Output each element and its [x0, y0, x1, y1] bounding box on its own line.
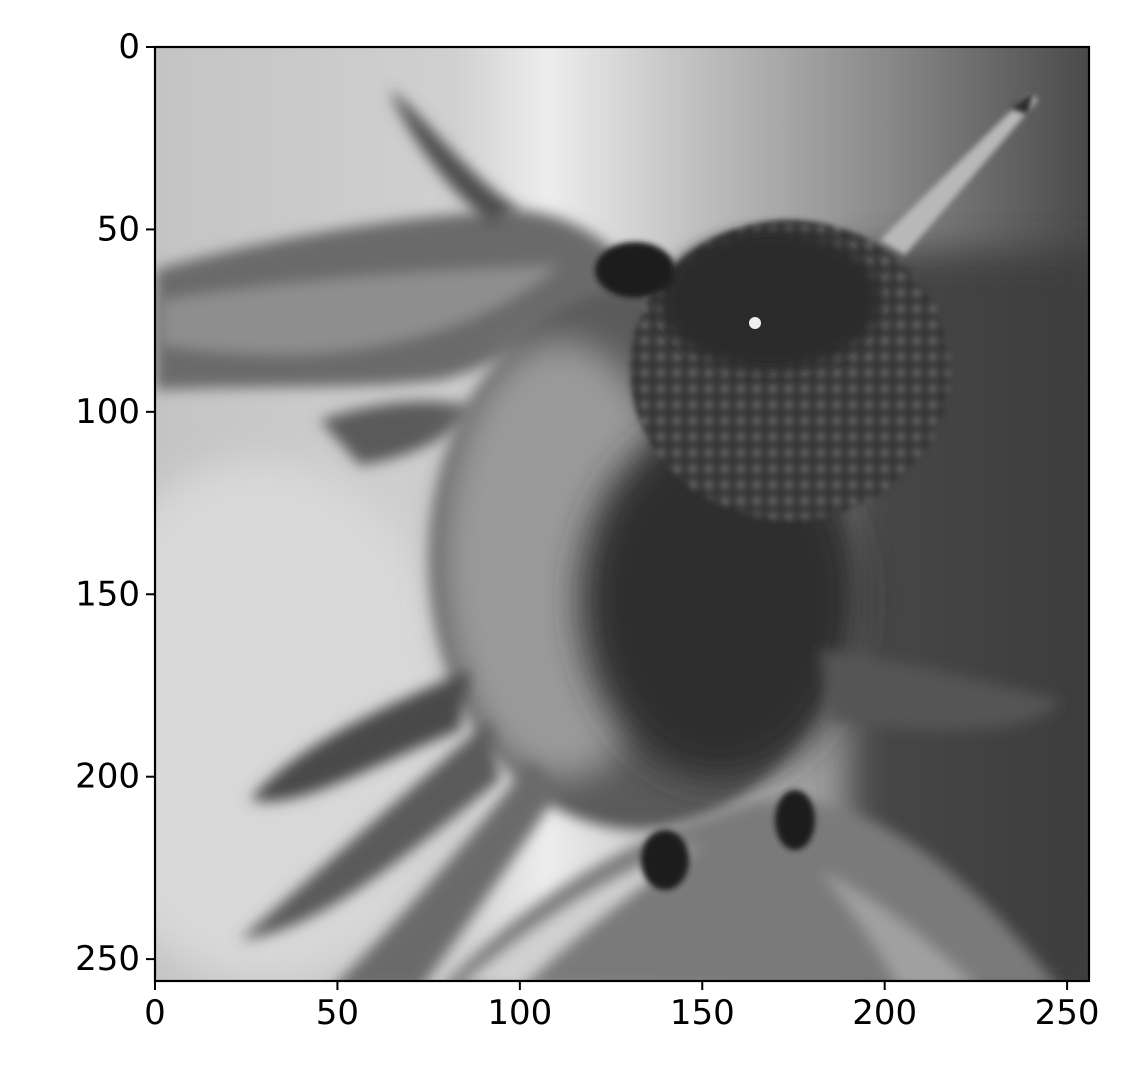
axes-frame	[153, 45, 1091, 983]
y-tick-label: 200	[75, 757, 140, 797]
hummingbird-image	[155, 47, 1089, 981]
y-axis: 0 50 100 150 200 250	[75, 27, 155, 979]
x-tick-label: 200	[852, 993, 917, 1033]
y-tick-label: 250	[75, 939, 140, 979]
y-tick-label: 100	[75, 392, 140, 432]
x-axis: 0 50 100 150 200 250	[144, 981, 1100, 1033]
y-tick-label: 0	[118, 27, 140, 67]
x-tick-label: 0	[144, 993, 166, 1033]
y-tick-label: 150	[75, 574, 140, 614]
x-tick-label: 100	[487, 993, 552, 1033]
x-tick-label: 250	[1035, 993, 1100, 1033]
x-tick-label: 150	[670, 993, 735, 1033]
y-tick-label: 50	[97, 209, 140, 249]
x-tick-label: 50	[316, 993, 359, 1033]
